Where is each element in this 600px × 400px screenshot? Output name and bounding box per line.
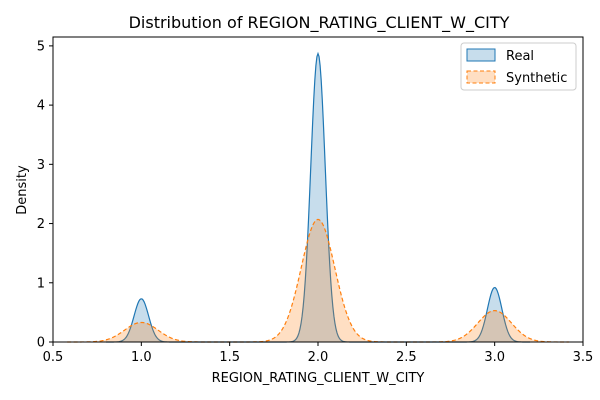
series-layer: [67, 51, 569, 343]
x-axis: 0.5 1.0 1.5 2.0 2.5 3.0 3.5: [43, 342, 594, 365]
series-area-synthetic: [67, 219, 569, 342]
legend-swatch-real: [466, 48, 496, 62]
y-tick-label: 1: [37, 276, 45, 291]
y-axis: 0 1 2 3 4 5: [37, 39, 53, 351]
x-tick-label: 3.0: [484, 350, 505, 365]
chart-title: Distribution of REGION_RATING_CLIENT_W_C…: [129, 13, 510, 33]
x-tick-label: 1.0: [131, 350, 152, 365]
legend-label-real: Real: [506, 49, 534, 64]
y-tick-label: 2: [37, 217, 45, 232]
y-tick-label: 3: [37, 158, 45, 173]
legend-swatch-synthetic: [466, 70, 496, 84]
y-tick-label: 4: [37, 99, 45, 114]
y-axis-label: Density: [15, 165, 30, 215]
y-tick-label: 0: [37, 336, 45, 351]
x-tick-label: 3.5: [573, 350, 594, 365]
series-area-real: [106, 53, 530, 342]
y-tick-label: 5: [37, 39, 45, 54]
x-tick-label: 1.5: [219, 350, 240, 365]
x-tick-label: 0.5: [43, 350, 64, 365]
legend-label-synthetic: Synthetic: [506, 71, 567, 86]
x-tick-label: 2.0: [308, 350, 329, 365]
x-axis-label: REGION_RATING_CLIENT_W_CITY: [212, 371, 425, 386]
x-tick-label: 2.5: [396, 350, 417, 365]
legend-box: [460, 42, 577, 91]
legend: Real Synthetic: [460, 42, 577, 91]
series-line-synthetic: [67, 218, 569, 343]
